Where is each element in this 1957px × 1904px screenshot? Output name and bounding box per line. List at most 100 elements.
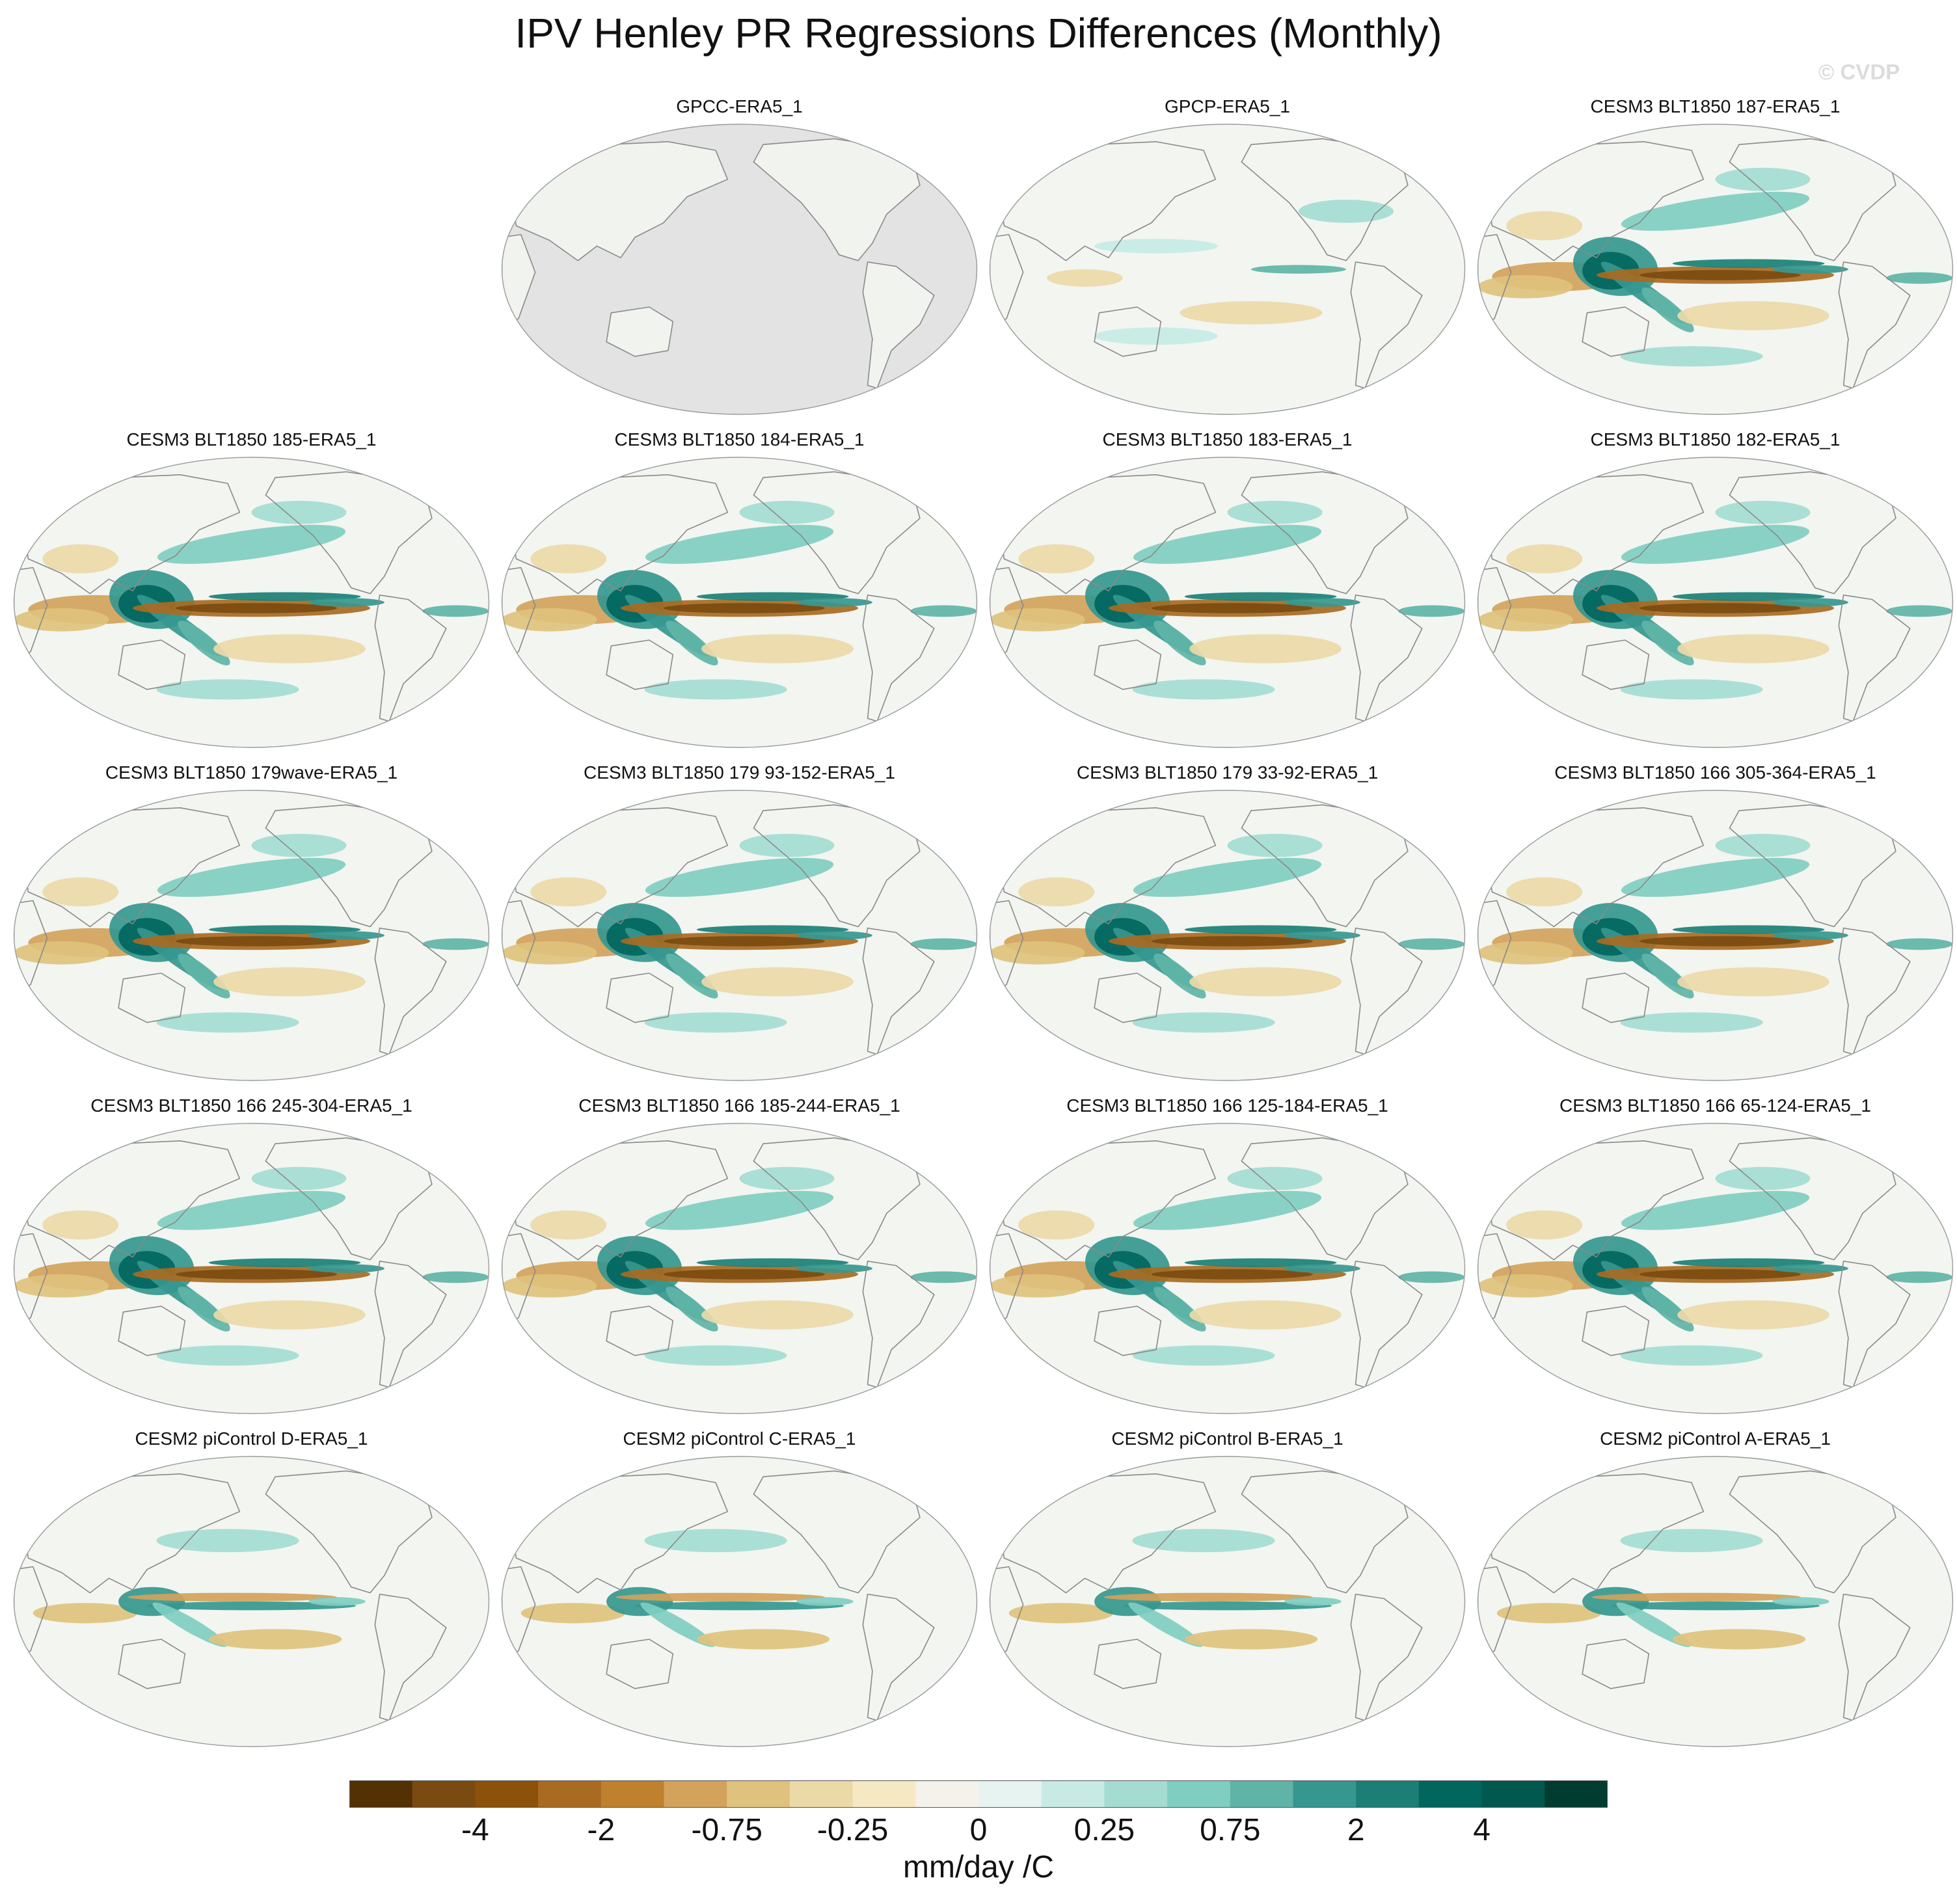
colorbar-swatch	[1293, 1780, 1356, 1808]
anomaly-patch	[502, 1274, 597, 1298]
map	[989, 1123, 1466, 1414]
colorbar-tick-label: 0.25	[1073, 1813, 1135, 1847]
coastline-africa	[1478, 234, 1512, 329]
anomaly-patch	[634, 1602, 844, 1611]
map-border	[989, 457, 1466, 748]
anomaly-patch	[1772, 265, 1848, 274]
anomaly-patch	[530, 544, 607, 574]
anomaly-patch	[1616, 1602, 1691, 1647]
coastline-africa	[990, 900, 1024, 995]
coastline-greenland	[1885, 463, 1921, 487]
anomaly-patch	[1184, 1258, 1337, 1267]
anomaly-patch	[1018, 1210, 1095, 1240]
anomaly-patch	[1591, 1592, 1801, 1602]
map	[501, 124, 978, 415]
anomaly-patch	[1132, 1012, 1275, 1033]
anomaly-patch	[1610, 1602, 1820, 1611]
anomaly-patch	[796, 931, 872, 940]
anomaly-patch	[666, 954, 718, 999]
coastline-south-america	[374, 1261, 447, 1388]
map	[501, 1456, 978, 1747]
anomaly-patch	[1620, 1529, 1763, 1553]
anomaly-patch	[1672, 592, 1825, 601]
panel-title: CESM3 BLT1850 166 125-184-ERA5_1	[1066, 1095, 1388, 1116]
anomaly-patch	[1715, 167, 1811, 191]
map-panel: GPCP-ERA5_1	[988, 96, 1467, 415]
panel-title: CESM3 BLT1850 183-ERA5_1	[1102, 429, 1353, 449]
coastline-australia	[1582, 972, 1650, 1023]
anomaly-patch	[208, 592, 361, 601]
anomaly-patch	[1227, 833, 1323, 857]
coastline-south-america	[1838, 928, 1911, 1055]
map-background	[502, 1456, 977, 1747]
colorbar-tick-label: 4	[1473, 1813, 1491, 1847]
map-background	[14, 1456, 489, 1747]
colorbar-swatch	[978, 1780, 1042, 1808]
coastline-australia	[1094, 1639, 1162, 1689]
anomaly-patch	[910, 605, 977, 617]
anomaly-patch	[128, 1592, 337, 1602]
anomaly-patch	[696, 592, 849, 601]
anomaly-patch	[1620, 679, 1763, 700]
anomaly-patch	[1284, 1264, 1360, 1273]
colorbar-tick-label: 0.75	[1200, 1813, 1261, 1847]
map-panel: CESM3 BLT1850 166 125-184-ERA5_1	[988, 1095, 1467, 1414]
anomaly-patch	[1715, 1166, 1811, 1190]
colorbar-swatch	[664, 1780, 727, 1808]
anomaly-patch	[530, 877, 607, 907]
panel-title: GPCP-ERA5_1	[1165, 96, 1290, 116]
anomaly-patch	[502, 941, 597, 965]
coastline-africa	[1478, 900, 1512, 995]
anomaly-patch	[1284, 931, 1360, 940]
anomaly-patch	[1641, 1287, 1694, 1332]
anomaly-patch	[1621, 857, 1810, 897]
colorbar-border	[349, 1780, 1608, 1808]
map-panel: CESM3 BLT1850 166 65-124-ERA5_1	[1476, 1095, 1955, 1414]
map	[13, 790, 490, 1081]
anomaly-patch	[1478, 275, 1573, 299]
panel-title: CESM3 BLT1850 179 93-152-ERA5_1	[584, 762, 895, 783]
coastline-south-america	[862, 1261, 935, 1388]
coastline-australia	[118, 972, 186, 1023]
map	[13, 1123, 490, 1414]
coastline-australia	[1582, 639, 1650, 690]
colorbar-tick-label: -2	[587, 1813, 615, 1847]
coastline-eurasia	[996, 807, 1217, 928]
coastline-greenland	[1397, 129, 1433, 154]
anomaly-patch	[1506, 544, 1583, 574]
anomaly-patch	[1641, 621, 1694, 665]
coastline-south-america	[862, 595, 935, 722]
anomaly-patch	[1772, 1597, 1829, 1606]
anomaly-patch	[1886, 938, 1953, 950]
anomaly-patch	[701, 967, 854, 997]
map	[1477, 124, 1954, 415]
anomaly-patch	[157, 857, 346, 897]
colorbar-swatch	[601, 1780, 664, 1808]
anomaly-patch	[178, 954, 230, 999]
coastline-australia	[606, 1306, 674, 1356]
coastline-africa	[990, 1233, 1024, 1328]
panel-title: CESM3 BLT1850 166 65-124-ERA5_1	[1559, 1095, 1871, 1116]
panel-title: CESM3 BLT1850 179wave-ERA5_1	[105, 762, 398, 783]
anomaly-patch	[208, 1258, 361, 1267]
map-panel: CESM2 piControl B-ERA5_1	[988, 1428, 1467, 1747]
anomaly-patch	[1672, 1629, 1806, 1650]
coastline-greenland	[910, 1129, 945, 1153]
anomaly-patch	[739, 1166, 835, 1190]
anomaly-patch	[251, 833, 347, 857]
panel-title: CESM3 BLT1850 166 245-304-ERA5_1	[90, 1095, 412, 1116]
anomaly-patch	[1018, 877, 1095, 907]
panel-title: CESM3 BLT1850 187-ERA5_1	[1590, 96, 1841, 116]
coastline-africa	[1478, 567, 1512, 662]
coastline-greenland	[910, 463, 945, 487]
anomaly-patch	[530, 1210, 607, 1240]
anomaly-patch	[1672, 1258, 1825, 1267]
panel-title: CESM3 BLT1850 166 185-244-ERA5_1	[578, 1095, 900, 1116]
map-border	[1477, 1123, 1954, 1414]
anomaly-patch	[1133, 857, 1322, 897]
anomaly-patch	[1620, 346, 1763, 367]
anomaly-patch	[644, 1529, 787, 1553]
map-border	[501, 124, 978, 415]
coastline-africa	[14, 567, 48, 662]
map-border	[501, 790, 978, 1081]
